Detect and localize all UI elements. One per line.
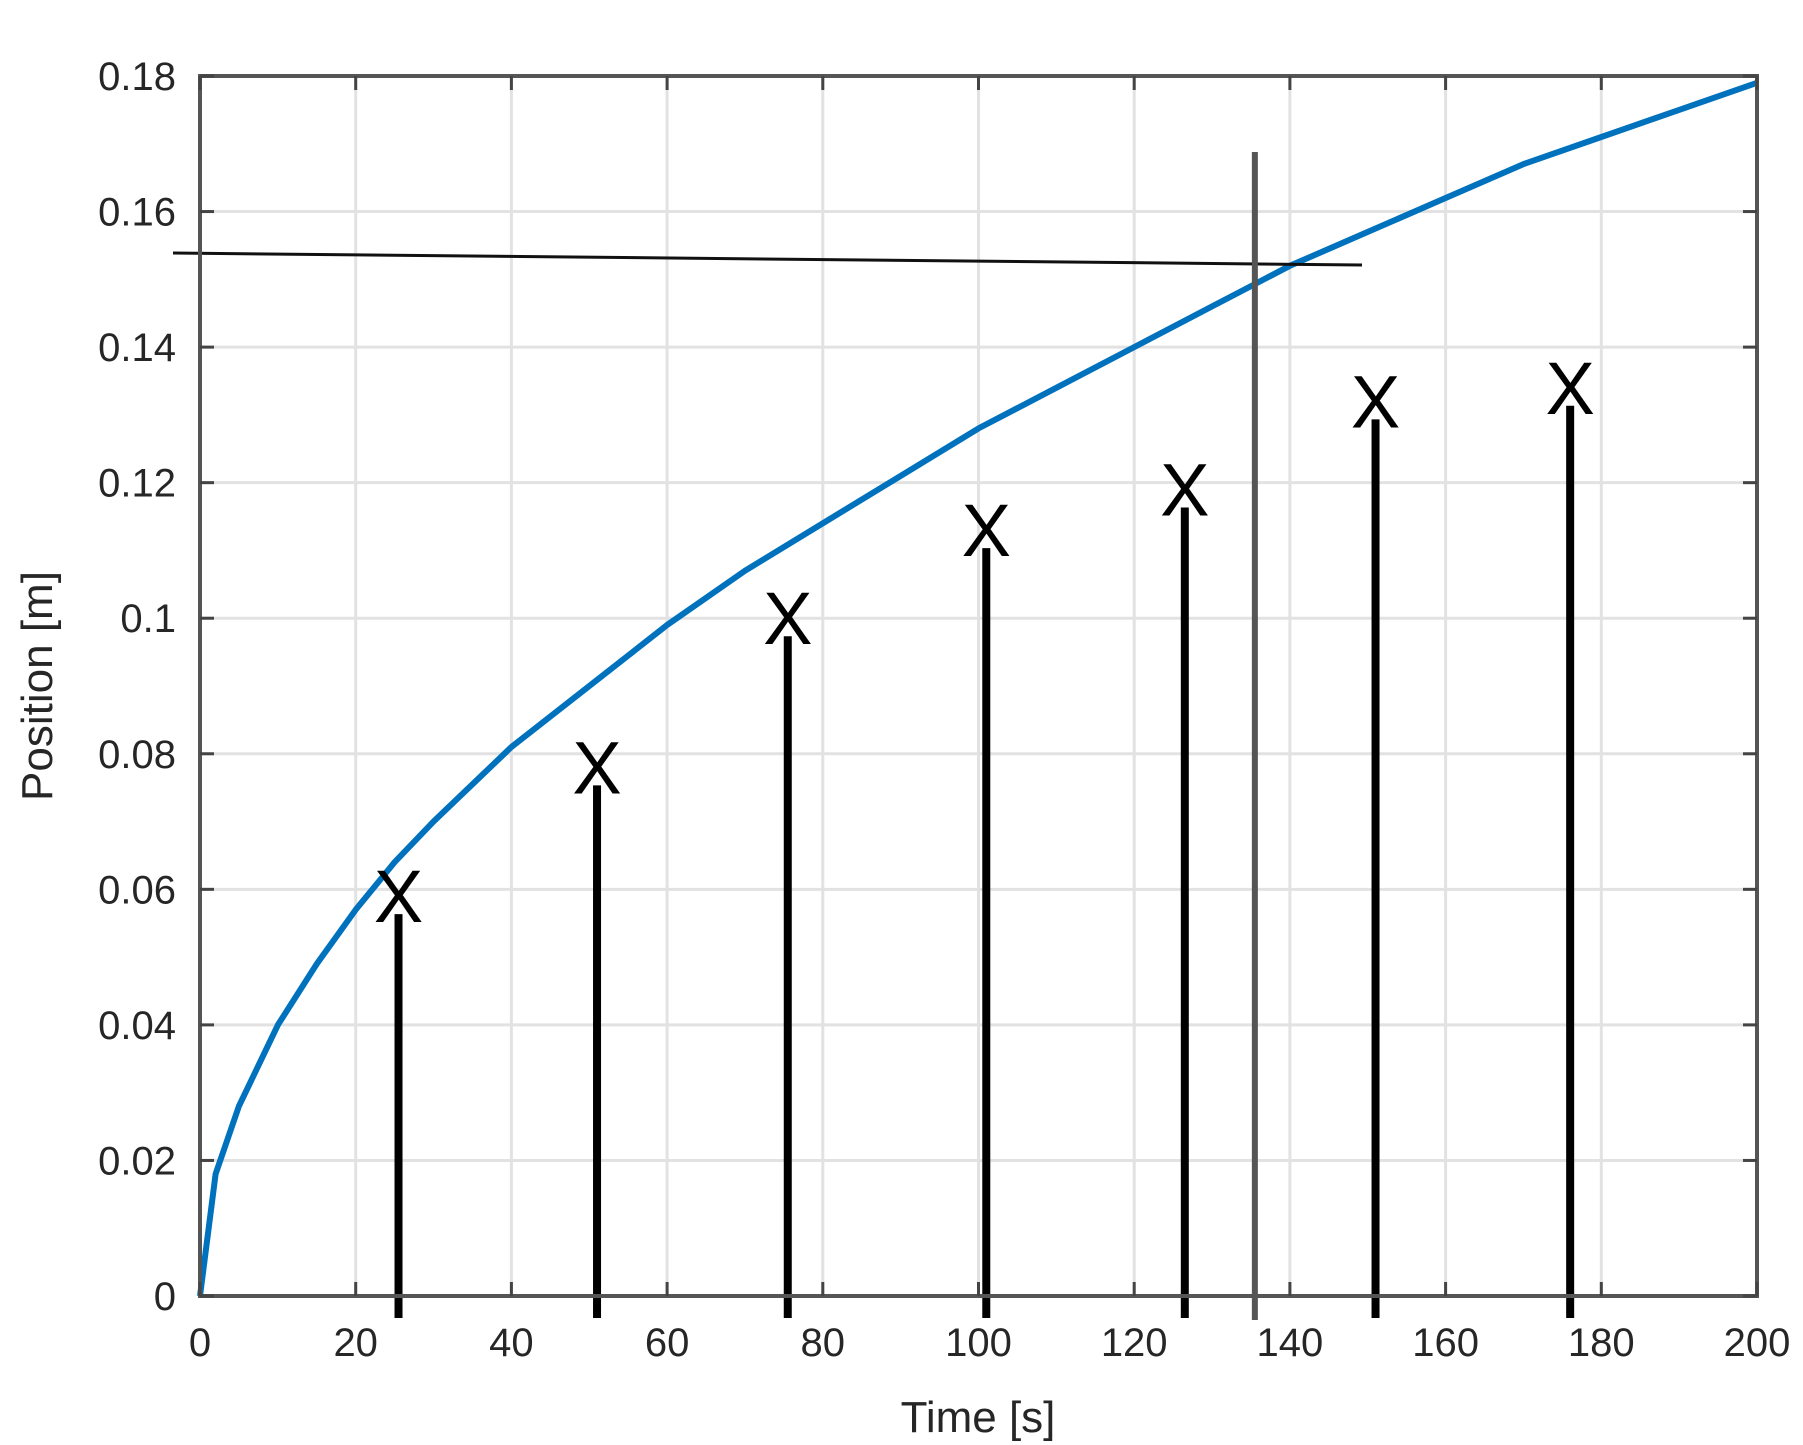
crosshair-horizontal xyxy=(172,251,1363,267)
x-tick-label: 0 xyxy=(189,1321,211,1365)
marker-x-label: X xyxy=(374,855,423,938)
markers-layer: X X X X X X X xyxy=(374,347,1595,1318)
x-tick-label: 100 xyxy=(945,1321,1012,1365)
y-tick-label: 0.16 xyxy=(98,191,176,235)
x-tick-label: 60 xyxy=(645,1321,690,1365)
x-tick-label: 20 xyxy=(333,1321,378,1365)
marker-x-label: X xyxy=(572,726,621,809)
x-tick-label: 80 xyxy=(801,1321,846,1365)
marker-x-label: X xyxy=(763,577,812,660)
y-tick-label: 0.14 xyxy=(98,326,176,370)
marker-x-label: X xyxy=(962,489,1011,572)
x-tick-label: 200 xyxy=(1724,1321,1791,1365)
x-tick-label: 160 xyxy=(1412,1321,1479,1365)
ticks xyxy=(198,74,1759,1298)
marker-x-label: X xyxy=(1160,448,1209,531)
y-tick-label: 0.18 xyxy=(98,55,176,99)
marker-x-label: X xyxy=(1351,360,1400,443)
y-tick-label: 0.06 xyxy=(98,868,176,912)
y-tick-label: 0 xyxy=(154,1275,176,1319)
y-tick-label: 0.08 xyxy=(98,733,176,777)
x-tick-label: 120 xyxy=(1101,1321,1168,1365)
x-tick-label: 180 xyxy=(1568,1321,1635,1365)
y-tick-label: 0.12 xyxy=(98,462,176,506)
x-tick-label: 40 xyxy=(489,1321,534,1365)
y-tick-label: 0.02 xyxy=(98,1139,176,1183)
x-tick-label: 140 xyxy=(1257,1321,1324,1365)
position-curve xyxy=(197,79,1758,1297)
marker-x-label: X xyxy=(1545,347,1594,430)
x-axis-title: Time [s] xyxy=(901,1393,1056,1442)
y-tick-label: 0.04 xyxy=(98,1004,176,1048)
y-tick-labels: 0 0.02 0.04 0.06 0.08 0.1 0.12 0.14 0.16 0.18 xyxy=(98,55,176,1319)
y-axis-title: Position [m] xyxy=(13,571,62,801)
x-tick-labels: 0 20 40 60 80 100 120 140 160 180 200 xyxy=(189,1321,1791,1365)
y-tick-label: 0.1 xyxy=(120,597,176,641)
crosshair xyxy=(172,152,1363,1320)
series-layer xyxy=(197,79,1758,1297)
